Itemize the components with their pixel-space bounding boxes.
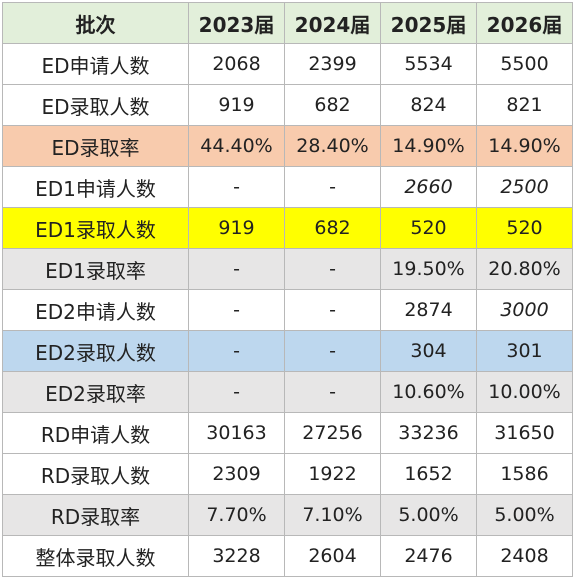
row-label: ED1录取人数 bbox=[2, 207, 189, 249]
table-cell: 1586 bbox=[476, 453, 573, 495]
table-cell: 28.40% bbox=[284, 125, 381, 167]
table-cell: 33236 bbox=[380, 412, 477, 454]
header-cell-2025: 2025届 bbox=[380, 2, 477, 44]
table-cell: 520 bbox=[476, 207, 573, 249]
table-cell: 2874 bbox=[380, 289, 477, 331]
table-row: ED录取率 44.40% 28.40% 14.90% 14.90% bbox=[2, 125, 573, 167]
row-label: ED2录取人数 bbox=[2, 330, 189, 372]
row-label: ED1录取率 bbox=[2, 248, 189, 290]
table-cell: 824 bbox=[380, 84, 477, 126]
table-cell: 1652 bbox=[380, 453, 477, 495]
row-label: ED录取率 bbox=[2, 125, 189, 167]
header-row: 批次 2023届 2024届 2025届 2026届 bbox=[2, 2, 573, 44]
header-cell-batch: 批次 bbox=[2, 2, 189, 44]
table-row: ED2录取人数 - -304 301 bbox=[2, 330, 573, 372]
table-cell: - bbox=[284, 330, 381, 372]
table-header: 批次 2023届 2024届 2025届 2026届 bbox=[2, 2, 573, 44]
table-cell: 5500 bbox=[476, 43, 573, 85]
table-cell: 5.00% bbox=[380, 494, 477, 536]
table-row: RD录取率 7.70% 7.10% 5.00% 5.00% bbox=[2, 494, 573, 536]
table-row: ED1申请人数 - -2660 2500 bbox=[2, 166, 573, 208]
table-cell: - bbox=[284, 166, 381, 208]
table-cell: - bbox=[188, 289, 285, 331]
table-row: RD录取人数 2309 1922 1652 1586 bbox=[2, 453, 573, 495]
table-row: RD申请人数 30163 27256 33236 31650 bbox=[2, 412, 573, 454]
row-label: ED1申请人数 bbox=[2, 166, 189, 208]
table-cell: 10.60% bbox=[380, 371, 477, 413]
table-cell: 31650 bbox=[476, 412, 573, 454]
table-row: ED1录取人数 919 682 520 520 bbox=[2, 207, 573, 249]
table-cell: 2500 bbox=[476, 166, 573, 208]
table-cell: 27256 bbox=[284, 412, 381, 454]
table-cell: - bbox=[284, 289, 381, 331]
table-row: ED录取人数 919 682 824 821 bbox=[2, 84, 573, 126]
table-cell: 7.10% bbox=[284, 494, 381, 536]
table-row: 整体录取人数 3228 2604 2476 2408 bbox=[2, 535, 573, 577]
table-cell: 30163 bbox=[188, 412, 285, 454]
table-cell: 2660 bbox=[380, 166, 477, 208]
table-cell: 304 bbox=[380, 330, 477, 372]
table-cell: - bbox=[188, 330, 285, 372]
table-cell: 44.40% bbox=[188, 125, 285, 167]
table-cell: 3000 bbox=[476, 289, 573, 331]
table-cell: 14.90% bbox=[476, 125, 573, 167]
table-cell: 7.70% bbox=[188, 494, 285, 536]
row-label: ED2录取率 bbox=[2, 371, 189, 413]
table-cell: 301 bbox=[476, 330, 573, 372]
row-label: ED申请人数 bbox=[2, 43, 189, 85]
table-cell: 2309 bbox=[188, 453, 285, 495]
table-cell: 5534 bbox=[380, 43, 477, 85]
table-cell: 520 bbox=[380, 207, 477, 249]
row-label: RD申请人数 bbox=[2, 412, 189, 454]
table-cell: 5.00% bbox=[476, 494, 573, 536]
table-cell: 2408 bbox=[476, 535, 573, 577]
table-cell: 2476 bbox=[380, 535, 477, 577]
table-cell: 14.90% bbox=[380, 125, 477, 167]
table-cell: - bbox=[284, 371, 381, 413]
table-cell: 1922 bbox=[284, 453, 381, 495]
header-cell-2024: 2024届 bbox=[284, 2, 381, 44]
table-cell: 682 bbox=[284, 84, 381, 126]
table-row: ED2申请人数 - -2874 3000 bbox=[2, 289, 573, 331]
table-cell: 3228 bbox=[188, 535, 285, 577]
row-label: ED录取人数 bbox=[2, 84, 189, 126]
table-body: ED申请人数 2068 2399 5534 5500 ED录取人数 919 682 824 821… bbox=[2, 43, 573, 577]
table-row: ED1录取率 - -19.50% 20.80% bbox=[2, 248, 573, 290]
table-cell: 20.80% bbox=[476, 248, 573, 290]
table-cell: - bbox=[188, 166, 285, 208]
table-cell: 10.00% bbox=[476, 371, 573, 413]
table-cell: 919 bbox=[188, 84, 285, 126]
table-cell: 2068 bbox=[188, 43, 285, 85]
table-row: ED申请人数 2068 2399 5534 5500 bbox=[2, 43, 573, 85]
row-label: 整体录取人数 bbox=[2, 535, 189, 577]
table-cell: - bbox=[284, 248, 381, 290]
table-cell: 19.50% bbox=[380, 248, 477, 290]
row-label: RD录取人数 bbox=[2, 453, 189, 495]
table-cell: - bbox=[188, 248, 285, 290]
header-cell-2026: 2026届 bbox=[476, 2, 573, 44]
header-cell-2023: 2023届 bbox=[188, 2, 285, 44]
table-row: ED2录取率 - -10.60% 10.00% bbox=[2, 371, 573, 413]
table-cell: 821 bbox=[476, 84, 573, 126]
table-cell: 2399 bbox=[284, 43, 381, 85]
table-cell: - bbox=[188, 371, 285, 413]
row-label: ED2申请人数 bbox=[2, 289, 189, 331]
table-cell: 682 bbox=[284, 207, 381, 249]
table-cell: 919 bbox=[188, 207, 285, 249]
row-label: RD录取率 bbox=[2, 494, 189, 536]
table-cell: 2604 bbox=[284, 535, 381, 577]
